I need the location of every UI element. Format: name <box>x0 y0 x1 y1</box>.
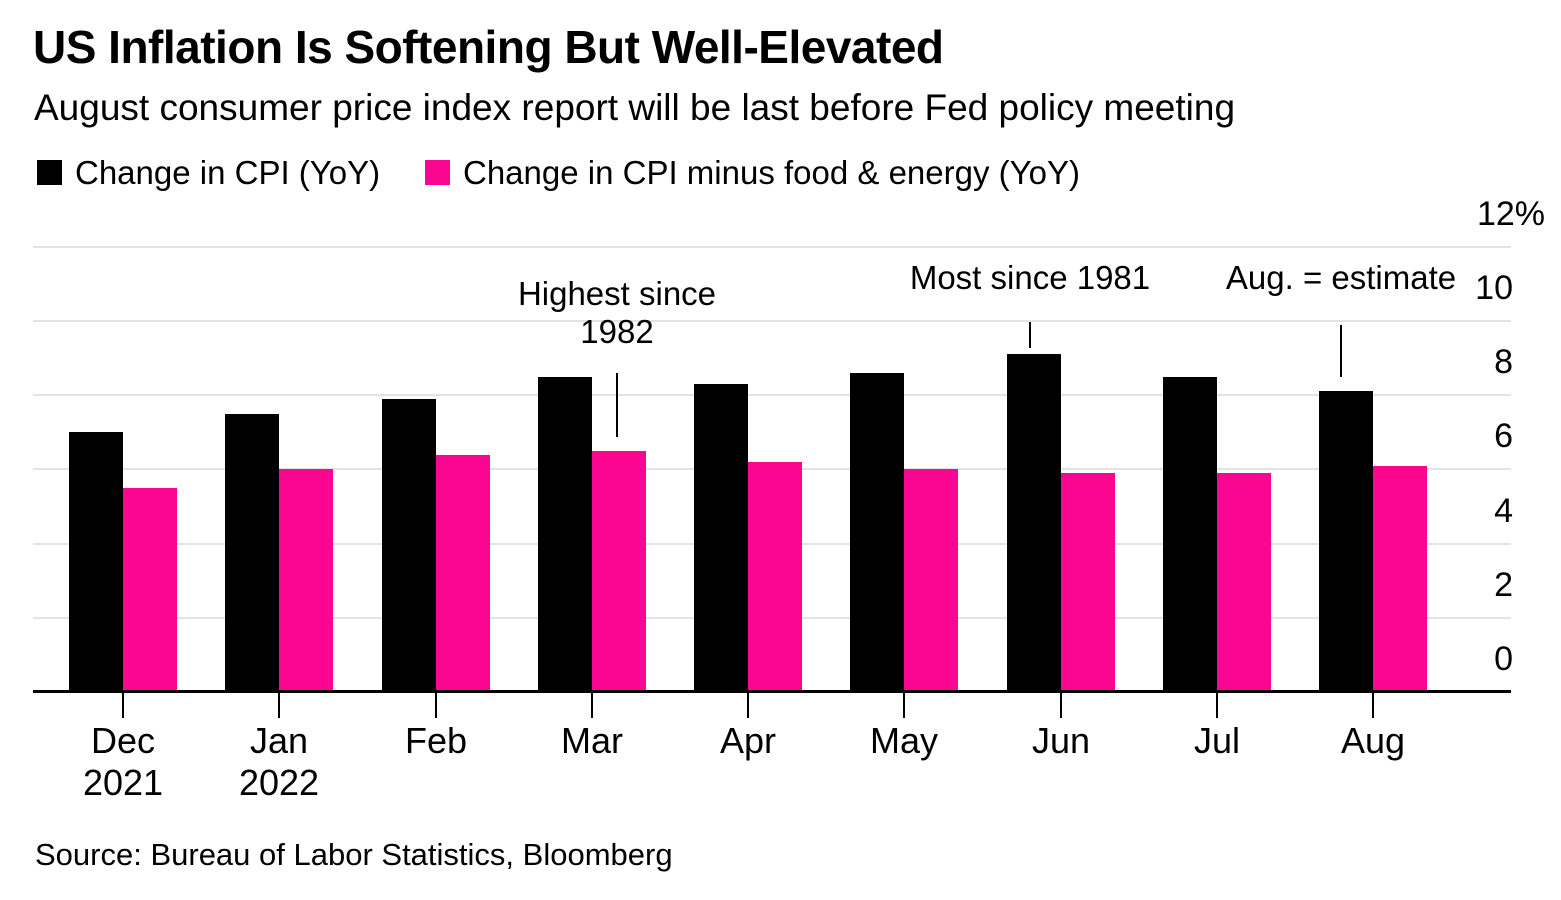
bar-core-cpi-feb <box>436 455 490 692</box>
bar-core-cpi-jul <box>1217 473 1271 692</box>
x-axis-label: Jan 2022 <box>238 720 320 803</box>
axis-tick <box>903 693 905 718</box>
axis-tick <box>1372 693 1374 718</box>
x-axis-label: Apr <box>719 720 777 761</box>
chart-subtitle: August consumer price index report will … <box>34 87 1236 128</box>
gridline <box>33 246 1511 248</box>
annotation-text-0: Highest since 1982 <box>517 275 717 350</box>
axis-tick <box>435 693 437 718</box>
y-axis-label: 10 <box>1475 269 1513 307</box>
source-note: Source: Bureau of Labor Statistics, Bloo… <box>35 837 673 872</box>
chart-title: US Inflation Is Softening But Well-Eleva… <box>33 21 944 73</box>
bar-core-cpi-dec <box>123 488 177 692</box>
bar-cpi-dec <box>69 432 123 692</box>
y-axis-label: 6 <box>1494 417 1513 455</box>
legend-label-cpi: Change in CPI (YoY) <box>75 153 381 191</box>
x-axis-label: Jun <box>1031 720 1091 761</box>
annotation-line-2 <box>1340 325 1342 377</box>
bar-core-cpi-apr <box>748 462 802 692</box>
x-axis-label: Aug <box>1340 720 1406 761</box>
axis-tick <box>747 693 749 718</box>
x-axis-label: Feb <box>404 720 468 761</box>
axis-tick <box>591 693 593 718</box>
annotation-text-2: Aug. = estimate <box>1225 259 1457 296</box>
annotation-line-1 <box>1029 322 1031 348</box>
axis-tick <box>278 693 280 718</box>
gridline <box>33 394 1511 396</box>
bar-cpi-jun <box>1007 354 1061 692</box>
bar-cpi-jul <box>1163 377 1217 692</box>
legend-swatch-core-cpi <box>425 160 450 185</box>
bar-cpi-aug <box>1319 391 1373 692</box>
y-axis-label: 8 <box>1494 343 1513 381</box>
bar-core-cpi-jun <box>1061 473 1115 692</box>
x-axis-label: Jul <box>1193 720 1241 761</box>
x-axis-line <box>33 690 1511 693</box>
axis-tick <box>122 693 124 718</box>
legend-swatch-cpi <box>37 160 62 185</box>
gridline <box>33 320 1511 322</box>
axis-tick <box>1060 693 1062 718</box>
axis-tick <box>1216 693 1218 718</box>
bar-core-cpi-jan <box>279 469 333 692</box>
legend-item-core-cpi: Change in CPI minus food & energy (YoY) <box>425 154 1080 191</box>
y-axis-label: 4 <box>1494 492 1513 530</box>
y-axis-label: 12% <box>1476 195 1545 233</box>
annotation-line-0 <box>616 373 618 437</box>
legend-label-core-cpi: Change in CPI minus food & energy (YoY) <box>463 153 1080 191</box>
bar-cpi-jan <box>225 414 279 692</box>
y-axis-label: 0 <box>1494 640 1513 678</box>
bar-cpi-feb <box>382 399 436 692</box>
bar-core-cpi-mar <box>592 451 646 692</box>
bar-cpi-apr <box>694 384 748 692</box>
x-axis-label: Mar <box>561 720 623 761</box>
bar-core-cpi-aug <box>1373 466 1427 692</box>
y-axis-label: 2 <box>1494 566 1513 604</box>
legend-item-cpi: Change in CPI (YoY) <box>37 154 380 191</box>
bar-cpi-may <box>850 373 904 692</box>
annotation-text-1: Most since 1981 <box>909 259 1151 296</box>
bar-cpi-mar <box>538 377 592 692</box>
x-axis-label: May <box>869 720 938 761</box>
x-axis-label: Dec 2021 <box>82 720 164 803</box>
bar-core-cpi-may <box>904 469 958 692</box>
